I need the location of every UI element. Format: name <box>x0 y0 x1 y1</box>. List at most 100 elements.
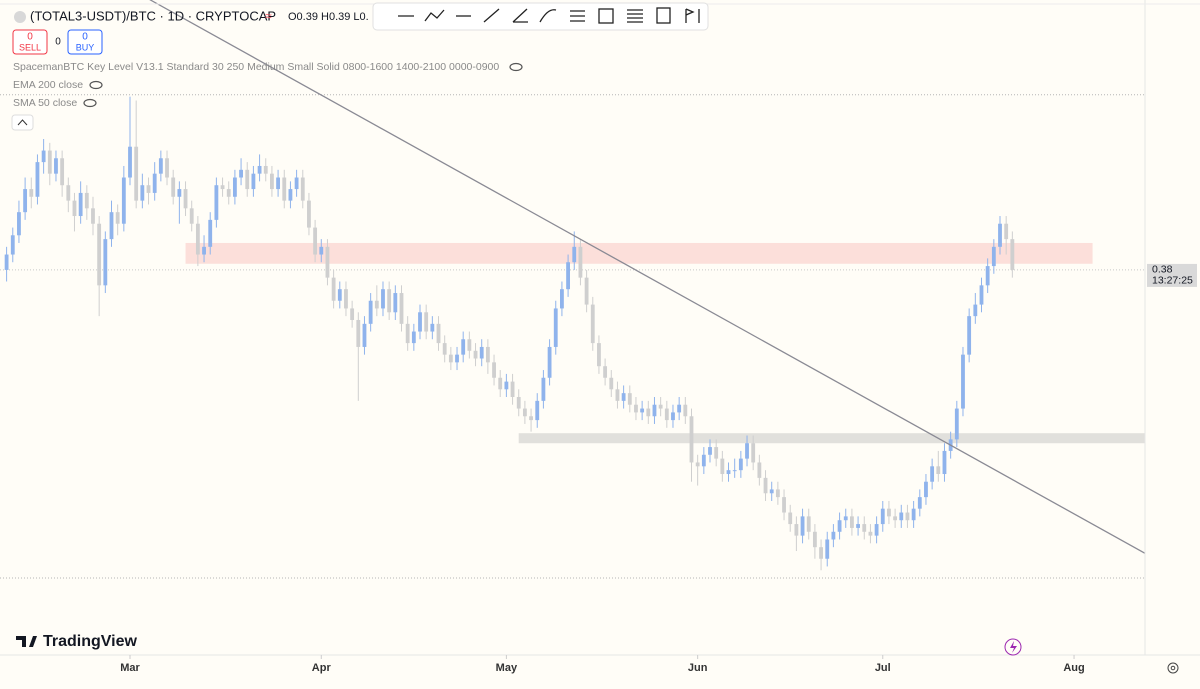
candle-body <box>812 531 817 548</box>
candle-body <box>91 208 95 224</box>
candle-body <box>239 169 243 178</box>
candle-body <box>146 185 151 193</box>
candle-body <box>479 346 484 359</box>
candle-body <box>263 165 268 174</box>
candle-body <box>498 377 503 390</box>
candle-body <box>436 323 441 344</box>
candle-body <box>695 462 700 467</box>
candle-body <box>158 158 163 174</box>
candle-body <box>368 300 373 324</box>
candle-body <box>893 516 898 521</box>
x-tick-label: Jun <box>688 662 708 674</box>
candle-body <box>899 512 904 521</box>
candle-body <box>794 524 799 536</box>
drawing-toolbar <box>372 2 709 31</box>
candle-body <box>356 319 361 347</box>
candle-body <box>522 408 527 417</box>
collapse-button[interactable] <box>11 114 34 131</box>
alert-icon[interactable] <box>1004 638 1022 656</box>
tool-icon[interactable] <box>424 9 445 22</box>
candle-body <box>325 246 330 278</box>
candle-body <box>202 246 206 255</box>
candle-body <box>880 508 885 525</box>
logo[interactable]: TradingView <box>16 633 138 650</box>
tool-icon[interactable] <box>627 9 643 23</box>
eye-icon[interactable] <box>83 98 97 108</box>
ohlc-values: O0.39 H0.39 L0. <box>288 11 369 23</box>
logo-text: TradingView <box>43 633 138 650</box>
sell-button[interactable] <box>12 29 48 55</box>
candle-body <box>226 189 231 197</box>
candle-body <box>257 165 262 174</box>
candle-body <box>671 412 675 421</box>
candle-body <box>572 246 577 263</box>
candle-body <box>47 150 52 174</box>
indicator-label[interactable]: EMA 200 close <box>13 79 83 91</box>
time-axis: Mar Apr May Jun Jul Aug <box>120 655 1085 674</box>
candle-body <box>270 173 274 190</box>
eye-icon[interactable] <box>89 80 103 90</box>
buy-button[interactable] <box>67 29 103 55</box>
candle-body <box>97 223 102 286</box>
candle-body <box>954 408 959 440</box>
settings-icon[interactable] <box>1167 662 1179 674</box>
candle-body <box>689 416 694 463</box>
price-label-box <box>1147 263 1197 287</box>
candle-body <box>300 177 305 201</box>
candle-body <box>924 481 928 498</box>
tool-icon[interactable] <box>598 8 614 24</box>
candle-body <box>411 331 416 344</box>
candle-body <box>344 289 348 309</box>
symbol-title[interactable]: (TOTAL3-USDT)/BTC · 1D · CRYPTOCAP <box>30 8 276 23</box>
candle-body <box>288 189 293 201</box>
candle-body <box>973 304 978 317</box>
candle-body <box>732 470 737 472</box>
candle-body <box>609 377 614 390</box>
tool-icon[interactable] <box>483 8 500 23</box>
candle-body <box>313 227 318 255</box>
candle-body <box>362 323 367 347</box>
candle-body <box>701 454 706 467</box>
candle-body <box>337 289 342 301</box>
candle-body <box>60 158 65 186</box>
x-tick-label: May <box>496 662 518 674</box>
x-tick-label: Jul <box>875 662 891 674</box>
candle-body <box>961 354 965 409</box>
tool-icon[interactable] <box>570 10 585 22</box>
x-tick-label: Mar <box>120 662 140 674</box>
indicator-label[interactable]: SMA 50 close <box>13 97 77 109</box>
candle-body <box>510 381 515 398</box>
candle-body <box>800 516 805 536</box>
eye-icon[interactable] <box>509 62 523 72</box>
candle-body <box>763 477 768 494</box>
info-icon[interactable] <box>14 11 26 23</box>
candle-body <box>578 246 583 278</box>
tool-icon[interactable] <box>656 7 671 24</box>
candle-body <box>189 208 194 224</box>
candle-body <box>10 235 15 255</box>
hide-icons <box>83 62 523 108</box>
candle-body <box>560 289 564 309</box>
compare-icon[interactable]: ≈ <box>265 9 272 23</box>
indicator-label[interactable]: SpacemanBTC Key Level V13.1 Standard 30 … <box>13 61 499 73</box>
candle-body <box>942 450 947 475</box>
candle-body <box>251 173 256 190</box>
candle-body <box>294 177 299 190</box>
candle-body <box>208 219 213 247</box>
candle-body <box>905 512 910 521</box>
candle-body <box>843 516 848 521</box>
lightning-icon <box>1010 641 1017 653</box>
candle-body <box>54 158 58 174</box>
tool-icon[interactable] <box>685 8 700 23</box>
candle-body <box>387 289 392 313</box>
tool-icon[interactable] <box>539 9 557 23</box>
candle-body <box>535 400 540 421</box>
tool-icon[interactable] <box>512 8 528 23</box>
candle-body <box>769 489 774 494</box>
candle-body <box>455 354 459 363</box>
candle-body <box>775 489 780 498</box>
candle-body <box>738 458 743 471</box>
candle-body <box>1004 223 1009 240</box>
